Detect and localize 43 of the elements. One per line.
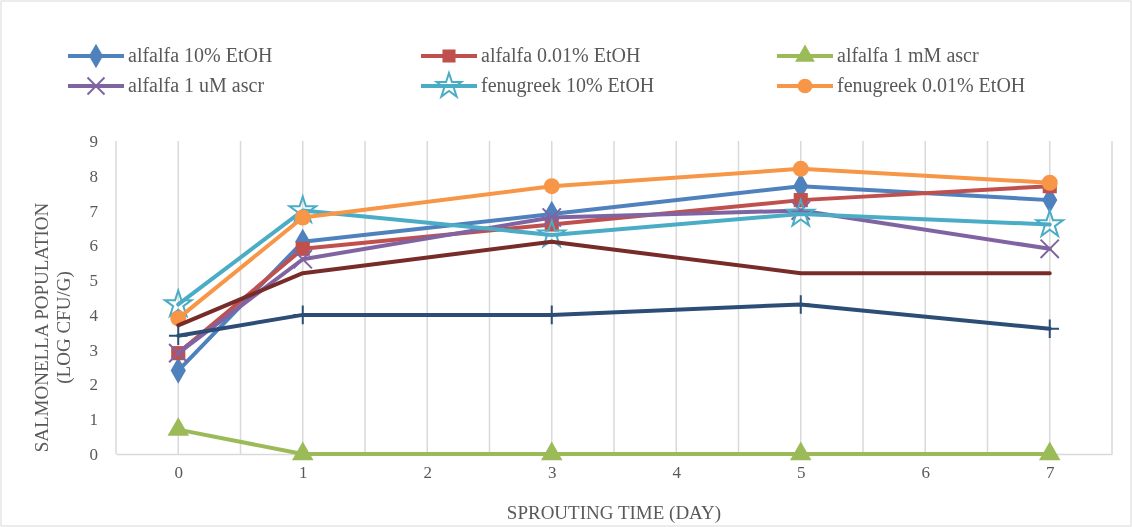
y-tick-label: 7 xyxy=(89,201,99,221)
y-tick-label: 1 xyxy=(89,410,98,430)
y-tick-label: 8 xyxy=(89,166,98,186)
point xyxy=(292,249,313,270)
y-tick-label: 4 xyxy=(89,305,99,325)
legend-label: alfalfa 1 uM ascr xyxy=(128,74,265,96)
y-tick-label: 0 xyxy=(89,444,98,464)
legend-label: alfalfa 1 mM ascr xyxy=(837,44,979,66)
point xyxy=(1041,174,1058,191)
point xyxy=(543,178,560,195)
legend-label: alfalfa 0.01% EtOH xyxy=(481,44,641,66)
point xyxy=(1039,441,1061,461)
point xyxy=(541,207,562,228)
x-tick-label: 1 xyxy=(299,463,308,483)
point xyxy=(1039,318,1061,340)
x-tick-label: 3 xyxy=(548,463,557,483)
point xyxy=(1039,238,1060,259)
y-tick-label: 3 xyxy=(89,340,98,360)
y-tick-label: 6 xyxy=(89,236,98,256)
legend-label: fenugreek 0.01% EtOH xyxy=(837,74,1026,97)
x-tick-label: 0 xyxy=(174,463,183,483)
point xyxy=(163,289,193,317)
x-tick-label: 7 xyxy=(1046,463,1055,483)
x-tick-label: 2 xyxy=(423,463,432,483)
legend-label: alfalfa 10% EtOH xyxy=(128,44,273,66)
point xyxy=(786,199,816,227)
legend-label: fenugreek 10% EtOH xyxy=(481,74,655,97)
y-tick-label: 5 xyxy=(89,271,98,291)
point xyxy=(292,441,314,461)
point xyxy=(167,417,189,436)
x-tick-label: 6 xyxy=(921,463,930,483)
y-tick-label: 2 xyxy=(89,375,98,395)
y-axis-title: SALMONELLA POPULATION (LOG CFU/G) xyxy=(31,202,75,453)
point xyxy=(167,325,189,347)
point xyxy=(541,441,563,461)
y-tick-label: 9 xyxy=(89,131,98,151)
point xyxy=(1035,209,1065,237)
x-tick-label: 5 xyxy=(797,463,806,483)
point xyxy=(792,160,809,177)
point xyxy=(790,441,812,461)
point xyxy=(537,219,567,248)
x-tick-label: 4 xyxy=(672,463,682,483)
x-axis-title: SPROUTING TIME (DAY) xyxy=(506,502,722,524)
